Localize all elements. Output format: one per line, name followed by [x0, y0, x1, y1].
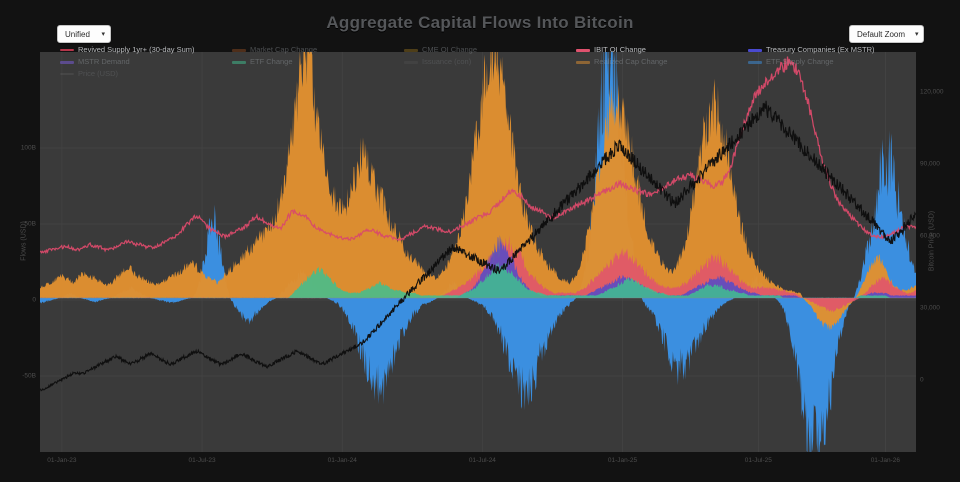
legend-swatch-icon: [576, 48, 590, 52]
legend-item-label: Revived Supply 1yr+ (30-day Sum): [78, 45, 195, 55]
x-axis-tick: 01-Jan-23: [47, 457, 77, 464]
legend-item-etf-change[interactable]: ETF Change: [232, 56, 404, 68]
y-axis-left-tick: -50B: [22, 372, 36, 380]
chevron-down-icon: ▾: [101, 30, 105, 38]
legend-item-label: Price (USD): [78, 69, 119, 79]
legend-item-cme-oi-change[interactable]: CME OI Change: [404, 44, 576, 56]
chart-canvas: [40, 52, 916, 452]
legend-item-label: CME OI Change: [422, 45, 478, 55]
y-axis-right-tick: 30,000: [920, 304, 940, 312]
legend-item-issuance-con[interactable]: Issuance (con): [404, 56, 576, 68]
x-axis-tick: 01-Jul-25: [744, 457, 772, 464]
y-axis-right-title: Bitcoin Price (USD): [928, 210, 936, 272]
legend-item-market-cap-change[interactable]: Market Cap Change: [232, 44, 404, 56]
plot-area: 100B 50B 0 -50B 120,000 90,000 60,000 30,000 0 …: [21, 52, 944, 464]
x-axis-tick: 01-Jan-25: [607, 457, 638, 464]
y-axis-right-tick: 0: [920, 376, 924, 384]
chevron-down-icon: ▾: [915, 30, 919, 38]
legend-swatch-icon: [748, 48, 762, 52]
y-axis-left-tick: 100B: [20, 144, 36, 152]
y-axis-left-tick: 50B: [24, 220, 36, 228]
zoom-mode-label: Default Zoom: [857, 29, 906, 39]
legend-swatch-icon: [404, 48, 418, 52]
x-axis-tick: 01-Jan-24: [327, 457, 357, 464]
page-title: Aggregate Capital Flows Into Bitcoin: [326, 13, 634, 32]
legend-item-label: Realized Cap Change: [594, 57, 668, 67]
y-axis-left-tick: 0: [32, 296, 36, 304]
legend-item-label: Market Cap Change: [250, 45, 318, 55]
legend-item-label: ETF Supply Change: [766, 57, 834, 67]
y-axis-right-tick: 60,000: [920, 232, 940, 240]
legend-item-etf-supply-change[interactable]: ETF Supply Change: [748, 56, 920, 68]
legend-swatch-icon: [576, 60, 590, 64]
legend-item-label: Issuance (con): [422, 57, 472, 67]
legend-item-label: Treasury Companies (Ex MSTR): [766, 45, 875, 55]
x-axis-tick: 01-Jul-23: [188, 457, 216, 464]
chart-legend: Revived Supply 1yr+ (30-day Sum) Market C…: [60, 44, 920, 80]
y-axis-left-title: Flows (USD): [20, 221, 28, 261]
legend-item-ibit-oi-change[interactable]: IBIT OI Change: [576, 44, 748, 56]
legend-item-mstr-demand[interactable]: MSTR Demand: [60, 56, 232, 68]
legend-item-label: IBIT OI Change: [594, 45, 646, 55]
legend-item-label: MSTR Demand: [78, 57, 130, 67]
zoom-mode-dropdown[interactable]: Default Zoom ▾: [849, 25, 924, 43]
y-axis-right-tick: 120,000: [920, 88, 944, 96]
x-axis-tick: 01-Jul-24: [468, 457, 496, 464]
legend-item-label: ETF Change: [250, 57, 293, 67]
legend-swatch-icon: [60, 60, 74, 64]
legend-swatch-icon: [60, 73, 74, 75]
tooltip-mode-label: Unified: [65, 29, 90, 39]
legend-swatch-icon: [748, 60, 762, 64]
legend-swatch-icon: [232, 48, 246, 52]
legend-item-realized-cap-change[interactable]: Realized Cap Change: [576, 56, 748, 68]
legend-item-treasury-companies-ex-mstr[interactable]: Treasury Companies (Ex MSTR): [748, 44, 920, 56]
legend-item-revived-supply-1yr-30-day-sum[interactable]: Revived Supply 1yr+ (30-day Sum): [60, 44, 232, 56]
tooltip-mode-dropdown[interactable]: Unified ▾: [57, 25, 111, 43]
y-axis-right-tick: 90,000: [920, 160, 940, 168]
legend-swatch-icon: [60, 49, 74, 51]
legend-item-price-usd[interactable]: Price (USD): [60, 68, 232, 80]
legend-swatch-icon: [404, 60, 418, 64]
x-axis-tick: 01-Jan-26: [870, 457, 900, 464]
legend-swatch-icon: [232, 60, 246, 64]
